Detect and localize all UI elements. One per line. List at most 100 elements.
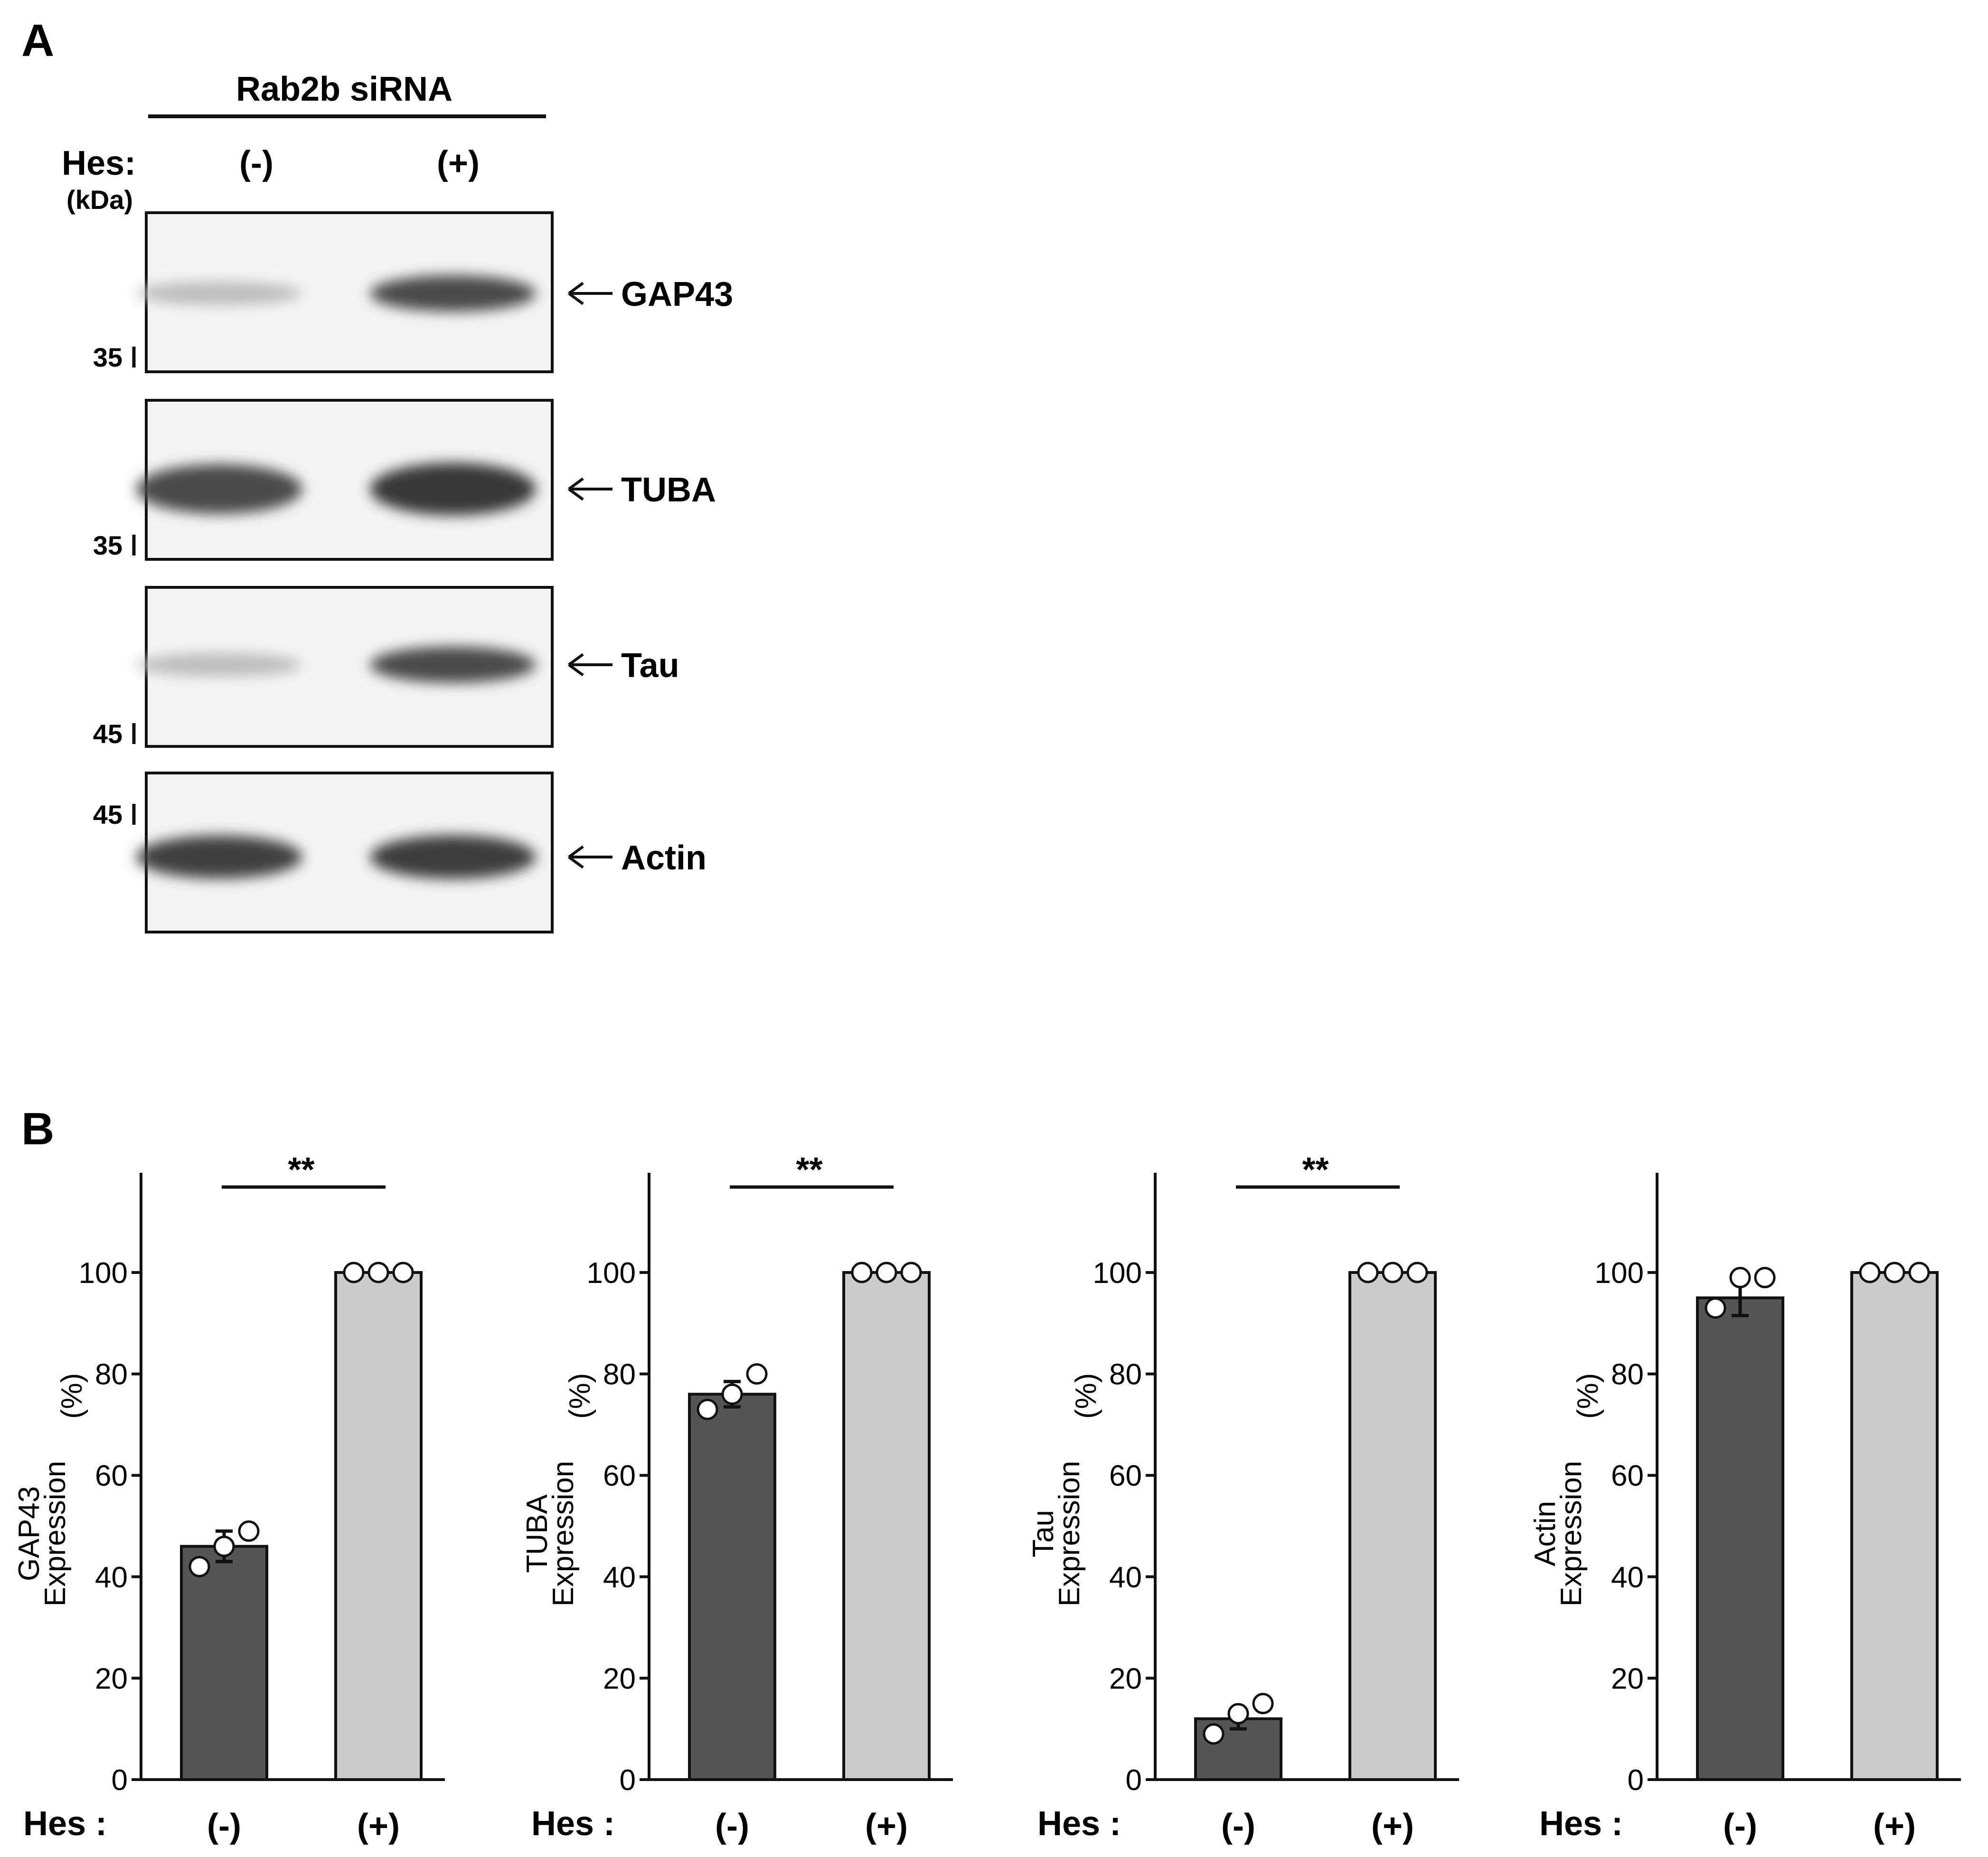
y-axis-title: Actin (1529, 1501, 1562, 1566)
data-point (392, 1262, 414, 1283)
y-axis-title-2: Expression (1053, 1461, 1086, 1607)
blot-tuba: 35 TUBA (93, 399, 716, 561)
y-tick-label: 40 (1109, 1561, 1142, 1594)
y-axis-title-2: Expression (547, 1461, 580, 1607)
target-label: TUBA (621, 471, 716, 509)
y-tick-label: 40 (603, 1561, 636, 1594)
category-label: (+) (1873, 1807, 1916, 1845)
data-point (1227, 1703, 1249, 1725)
marker-label: 35 (93, 530, 122, 560)
y-tick-label: 100 (587, 1257, 636, 1290)
arrowhead-icon (568, 477, 584, 501)
bar-minus (180, 1545, 268, 1781)
y-axis-unit: (%) (1572, 1373, 1604, 1419)
y-tick-label: 80 (1611, 1358, 1644, 1391)
category-label: (-) (1723, 1807, 1757, 1845)
band-minus (136, 653, 302, 677)
y-tick-label: 20 (95, 1662, 128, 1695)
hes-label: Hes : (1539, 1805, 1623, 1843)
blot-panels: 35 GAP43 35 TUBA 45 Tau 45 Actin (93, 211, 733, 933)
y-axis-title: GAP43 (13, 1486, 46, 1581)
data-point (876, 1262, 897, 1283)
category-label: (+) (1371, 1807, 1414, 1845)
data-point (1859, 1262, 1881, 1283)
band-minus (136, 464, 302, 514)
data-point (238, 1520, 260, 1542)
hes-label: Hes : (531, 1805, 615, 1843)
band-plus (370, 275, 536, 312)
panel-a: A Rab2b siRNA Hes: (kDa) (-) (+) 35 GAP43… (21, 15, 733, 933)
y-axis-title-2: Expression (1555, 1461, 1588, 1607)
y-tick-label: 60 (603, 1460, 636, 1492)
lane-label-plus: (+) (437, 144, 480, 182)
blot-gap43: 35 GAP43 (93, 211, 733, 373)
panel-b-letter: B (21, 1103, 54, 1154)
y-tick-label: 20 (1109, 1662, 1142, 1695)
data-point (1705, 1297, 1726, 1319)
data-point (721, 1383, 743, 1405)
data-point (1382, 1262, 1404, 1283)
arrowhead-icon (568, 845, 584, 869)
target-label: Actin (621, 839, 707, 877)
data-point (1884, 1262, 1905, 1283)
y-tick-label: 100 (1093, 1257, 1142, 1290)
y-axis-unit: (%) (1070, 1373, 1102, 1419)
y-axis-unit: (%) (56, 1373, 88, 1419)
significance-label: ** (288, 1151, 314, 1189)
data-point (1203, 1723, 1225, 1745)
band-plus (370, 462, 536, 516)
y-tick-label: 40 (1611, 1561, 1644, 1594)
y-axis-title-2: Expression (39, 1461, 72, 1607)
significance-label: ** (796, 1151, 822, 1189)
bar-plus (1850, 1271, 1939, 1781)
y-tick-label: 0 (1628, 1764, 1644, 1797)
y-axis-unit: (%) (564, 1373, 596, 1419)
y-tick-label: 60 (1611, 1460, 1644, 1492)
marker-label: 45 (93, 800, 122, 830)
arrowhead-icon (568, 653, 584, 677)
data-point (1406, 1262, 1428, 1283)
data-point (1729, 1267, 1751, 1289)
data-point (746, 1363, 768, 1385)
data-point (367, 1262, 389, 1283)
y-axis-title: TUBA (521, 1494, 554, 1573)
y-tick-label: 40 (95, 1561, 128, 1594)
band-plus (370, 646, 536, 683)
y-axis-title: Tau (1027, 1510, 1060, 1557)
data-point (697, 1398, 718, 1420)
data-point (1908, 1262, 1930, 1283)
y-tick-label: 100 (79, 1257, 128, 1290)
y-tick-label: 80 (1109, 1358, 1142, 1391)
marker-label: 45 (93, 719, 122, 749)
y-tick-label: 0 (1126, 1764, 1142, 1797)
y-tick-label: 0 (112, 1764, 128, 1797)
y-tick-label: 60 (95, 1460, 128, 1492)
band-plus (370, 835, 536, 879)
y-tick-label: 80 (603, 1358, 636, 1391)
blot-tau: 45 Tau (93, 586, 679, 749)
category-label: (+) (865, 1807, 908, 1845)
category-label: (-) (1221, 1807, 1255, 1845)
bar-plus (1348, 1271, 1437, 1781)
sirna-header: Rab2b siRNA (236, 70, 452, 108)
y-tick-label: 20 (603, 1662, 636, 1695)
panel-a-letter: A (21, 15, 54, 66)
data-point (1754, 1267, 1776, 1289)
data-point (213, 1536, 235, 1557)
data-point (343, 1262, 365, 1283)
arrowhead-icon (568, 282, 584, 305)
data-point (900, 1262, 922, 1283)
hes-label-a: Hes: (62, 144, 136, 182)
marker-label: 35 (93, 342, 122, 372)
category-label: (+) (357, 1807, 400, 1845)
y-tick-label: 20 (1611, 1662, 1644, 1695)
kda-label: (kDa) (66, 185, 133, 215)
blot-actin: 45 Actin (93, 772, 707, 933)
hes-label: Hes : (1037, 1805, 1121, 1843)
significance-label: ** (1302, 1151, 1328, 1189)
lane-label-minus: (-) (239, 144, 273, 182)
